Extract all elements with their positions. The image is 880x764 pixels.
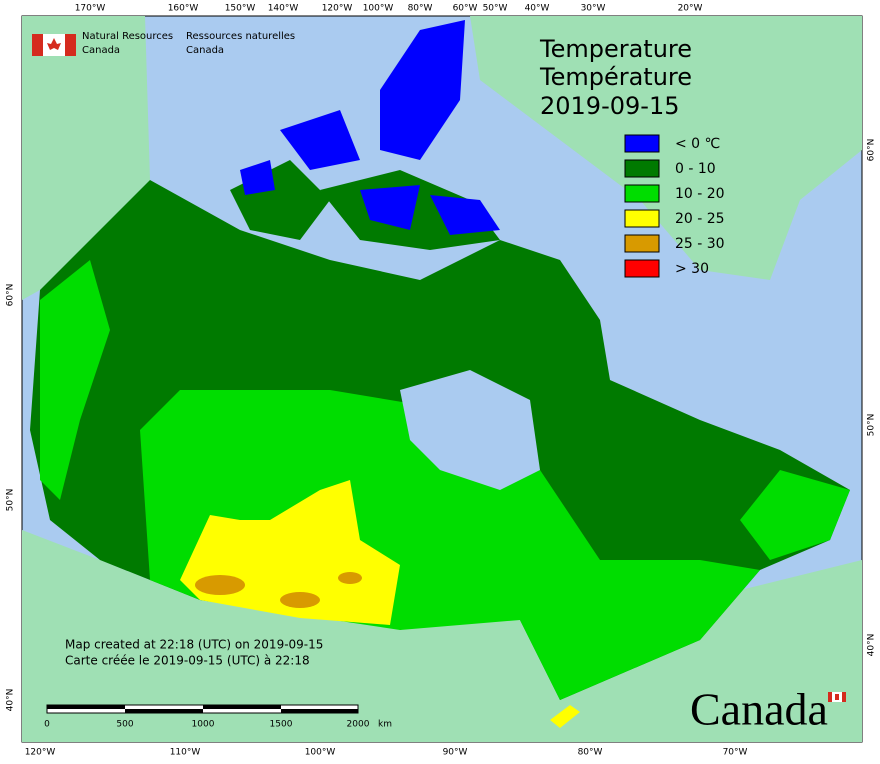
scale-unit: km	[378, 720, 392, 730]
legend-label: > 30	[675, 261, 709, 277]
credit-line: Carte créée le 2019-09-15 (UTC) à 22:18	[65, 654, 310, 668]
hot-patch	[195, 575, 245, 595]
ontario-warm	[550, 705, 580, 728]
lon-label: 80°W	[408, 4, 433, 14]
lon-label: 90°W	[443, 748, 468, 758]
arctic-cold	[430, 195, 500, 235]
legend-swatch	[624, 259, 660, 278]
wordmark-flag-bar	[842, 692, 846, 702]
flag-bar	[32, 34, 43, 56]
legend-label: 10 - 20	[675, 186, 725, 202]
maritimes	[740, 470, 850, 560]
legend-swatch	[624, 209, 660, 228]
hot-patch	[280, 592, 320, 608]
greenland	[470, 16, 862, 280]
wordmark-leaf	[835, 694, 839, 700]
scale-seg	[47, 705, 125, 709]
scale-label: 0	[44, 720, 50, 730]
scale-label: 2000	[347, 720, 370, 730]
lat-label: 50°N	[867, 414, 877, 437]
scale-seg	[281, 709, 358, 713]
header-bg	[32, 34, 76, 56]
lon-label: 60°W	[453, 4, 478, 14]
scale-label: 1000	[192, 720, 215, 730]
map-shapes	[22, 16, 862, 742]
title-line: 2019-09-15	[540, 92, 679, 120]
arctic-cold	[240, 160, 275, 195]
title-line: Température	[539, 63, 692, 91]
legend-swatch	[624, 134, 660, 153]
flag-bar	[65, 34, 76, 56]
arctic-cold	[280, 110, 360, 170]
scale-seg	[203, 705, 281, 709]
lon-label: 70°W	[723, 748, 748, 758]
legend-swatch	[624, 234, 660, 253]
lon-label: 120°W	[25, 748, 56, 758]
lon-label: 40°W	[525, 4, 550, 14]
hot-patch	[338, 572, 362, 584]
scale-bar	[46, 704, 359, 714]
lon-label: 140°W	[268, 4, 299, 14]
graticule-labels: 170°W 160°W 150°W 140°W 120°W 100°W 80°W 60°W 50…	[6, 4, 877, 758]
lat-label: 50°N	[6, 489, 16, 512]
dept-fr: Ressources naturelles	[186, 31, 295, 42]
legend-label: 20 - 25	[675, 211, 725, 227]
scale-label: 1500	[270, 720, 293, 730]
bc-coast	[40, 260, 110, 500]
lat-label: 60°N	[6, 284, 16, 307]
legend-label: 0 - 10	[675, 161, 716, 177]
scale-label: 500	[116, 720, 133, 730]
lon-label: 100°W	[363, 4, 394, 14]
lon-label: 20°W	[678, 4, 703, 14]
arctic-cold	[360, 185, 420, 230]
lat-label: 40°N	[6, 689, 16, 712]
ellesmere	[380, 20, 465, 160]
lon-label: 120°W	[322, 4, 353, 14]
lon-label: 100°W	[305, 748, 336, 758]
alaska	[22, 16, 150, 300]
dept-en: Natural Resources	[82, 31, 173, 42]
canada-south	[140, 390, 760, 700]
wordmark-flag-bar	[828, 692, 832, 702]
wordmark: Canada	[690, 684, 846, 735]
lon-label: 50°W	[483, 4, 508, 14]
lat-label: 60°N	[867, 139, 877, 162]
hudson-bay	[400, 370, 540, 490]
legend-swatch	[624, 184, 660, 203]
dept-fr: Canada	[186, 45, 224, 56]
scale-labels: 0 500 1000 1500 2000 km	[44, 720, 392, 730]
usa	[22, 530, 862, 742]
dept-en: Canada	[82, 45, 120, 56]
lon-label: 170°W	[75, 4, 106, 14]
credit-line: Map created at 22:18 (UTC) on 2019-09-15	[65, 638, 323, 652]
lon-label: 110°W	[170, 748, 201, 758]
lon-label: 150°W	[225, 4, 256, 14]
canada-wordmark: Canada	[690, 684, 828, 735]
title-line: Temperature	[539, 35, 692, 63]
lon-label: 30°W	[581, 4, 606, 14]
legend-swatch	[624, 159, 660, 178]
legend-label: < 0 ℃	[675, 136, 720, 152]
lon-label: 160°W	[168, 4, 199, 14]
legend-label: 25 - 30	[675, 236, 725, 252]
credit: Map created at 22:18 (UTC) on 2019-09-15…	[65, 638, 323, 668]
lat-label: 40°N	[867, 634, 877, 657]
title: Temperature Température 2019-09-15	[539, 35, 692, 120]
lon-label: 80°W	[578, 748, 603, 758]
scale-seg	[125, 709, 203, 713]
legend: < 0 ℃ 0 - 10 10 - 20 20 - 25 25 - 30 > 30	[624, 134, 725, 278]
header: Natural Resources Canada Ressources natu…	[82, 31, 295, 56]
maple-leaf	[47, 38, 61, 50]
